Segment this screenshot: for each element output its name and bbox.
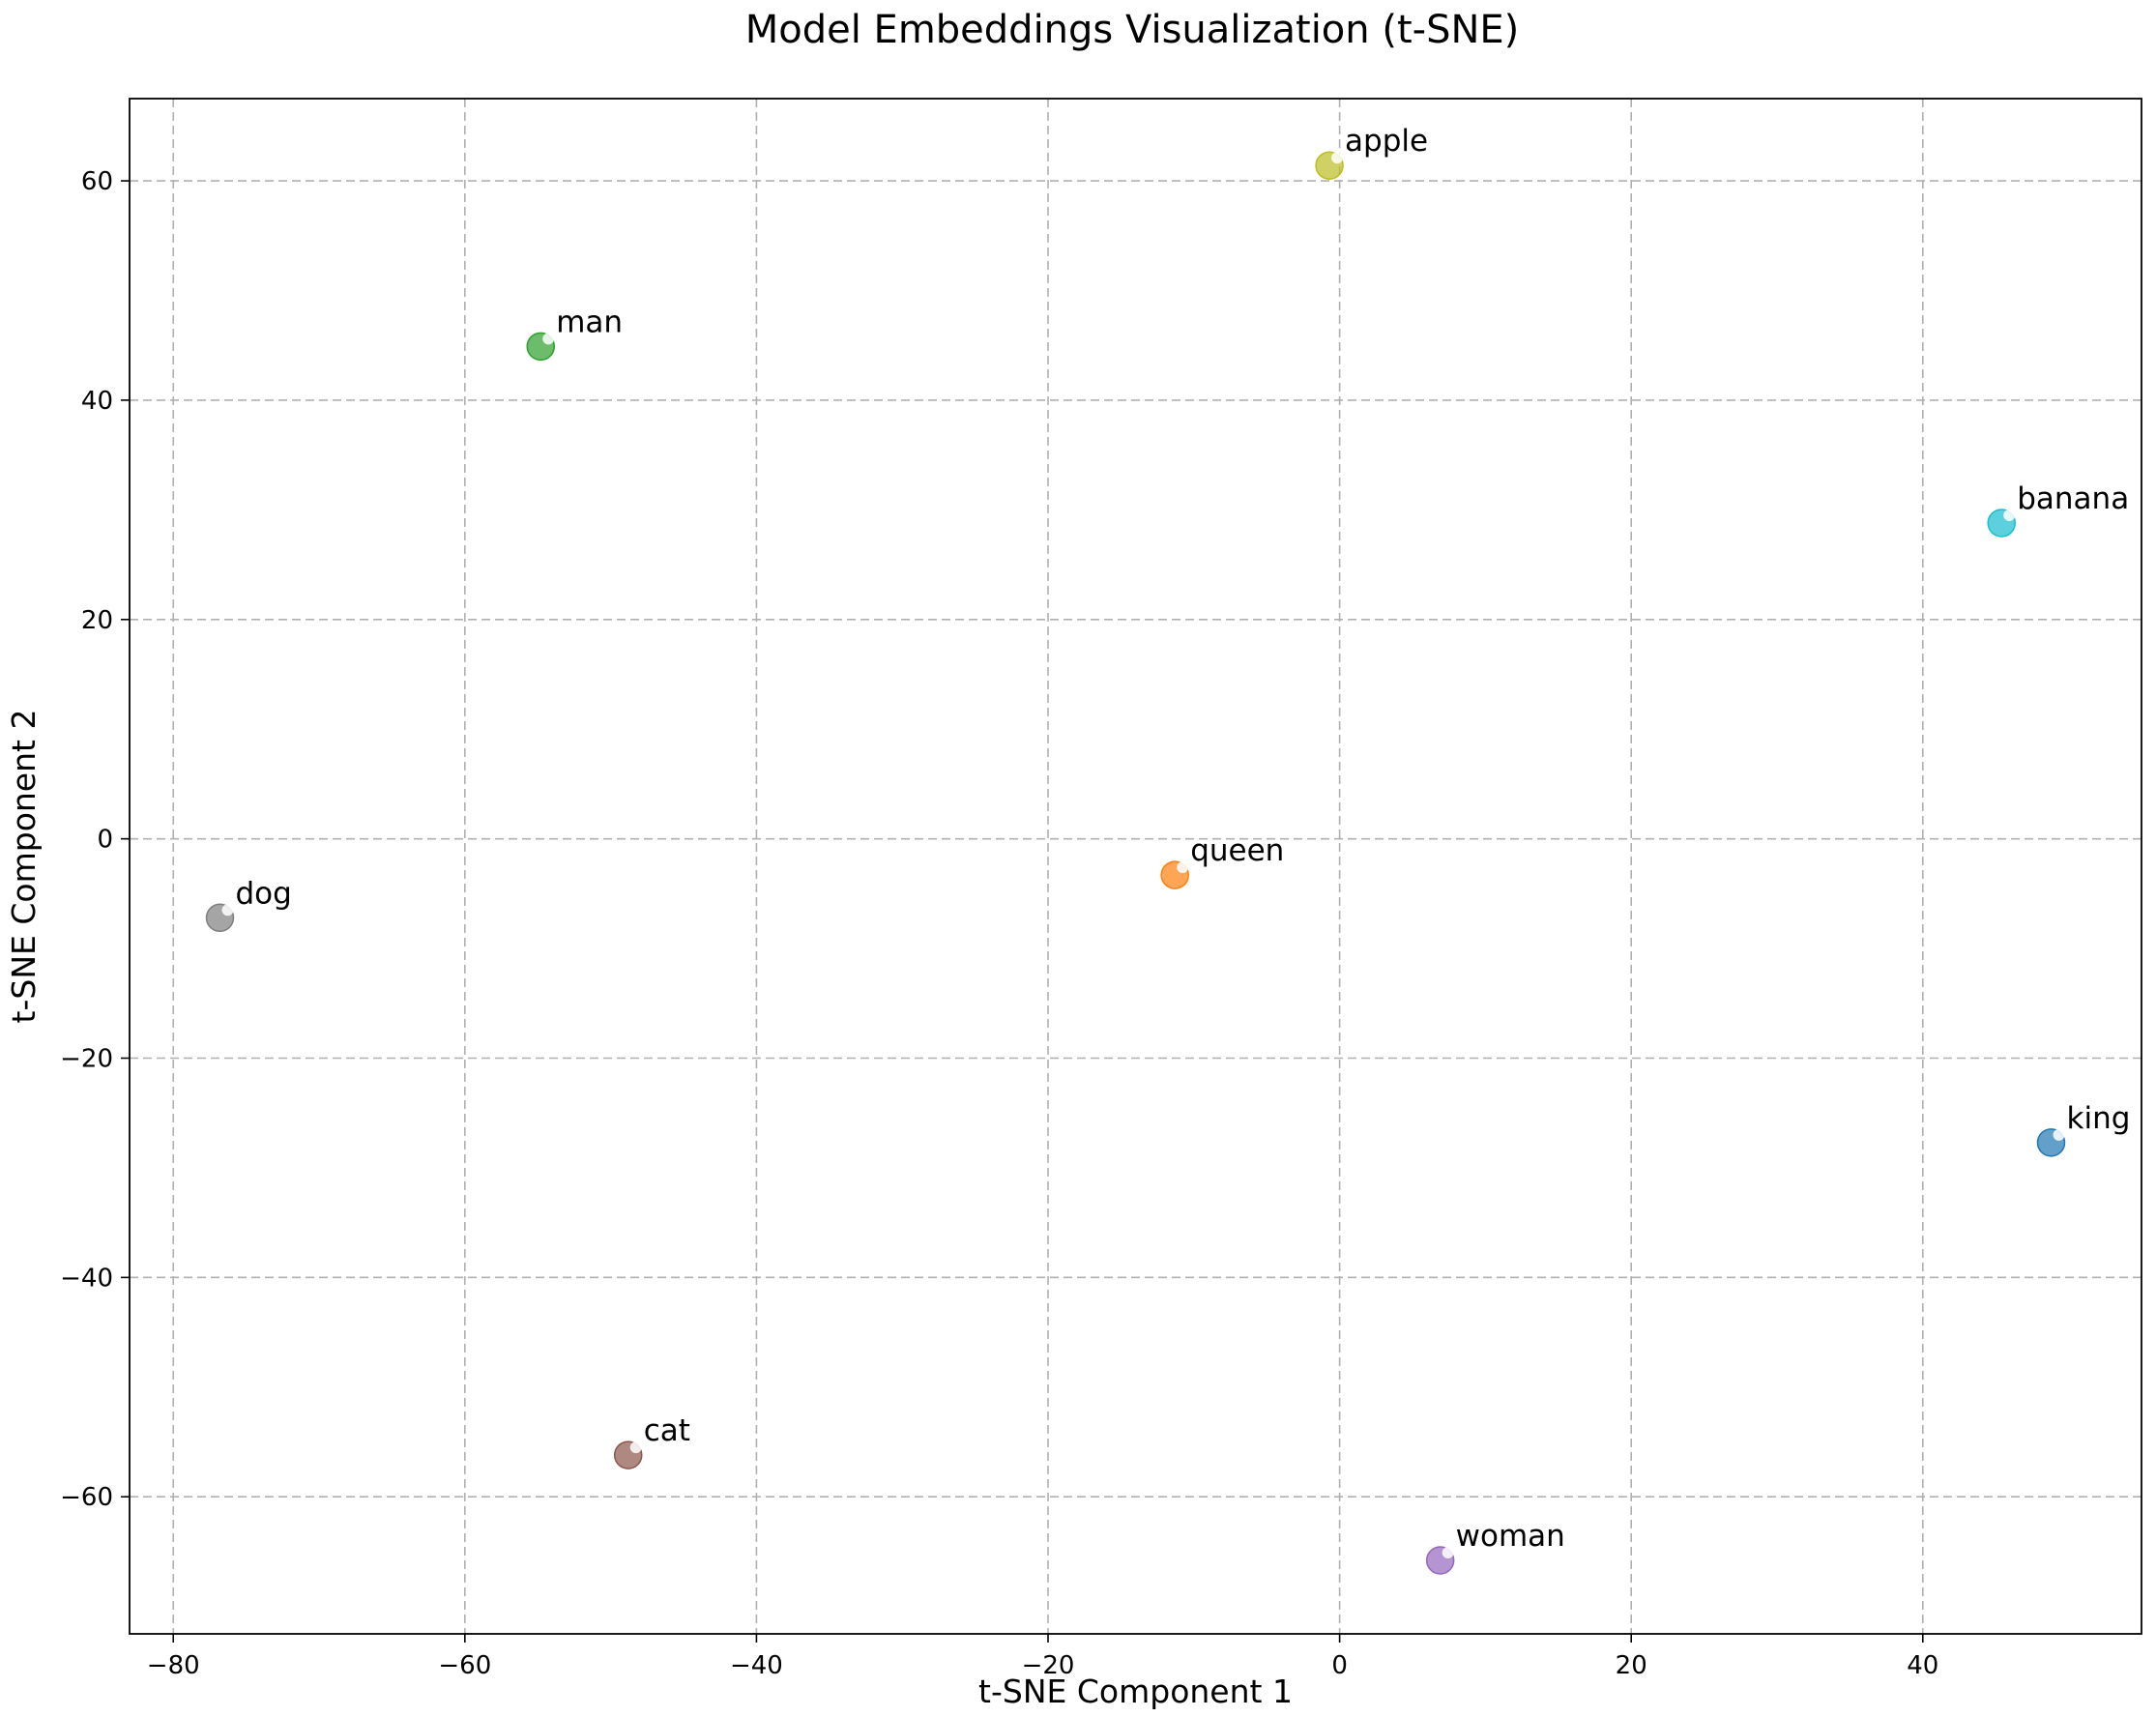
chart-title: Model Embeddings Visualization (t-SNE) bbox=[745, 8, 1520, 52]
grid-lines bbox=[130, 99, 2141, 1634]
point-highlight bbox=[221, 904, 234, 917]
y-tick-label: −60 bbox=[60, 1483, 113, 1512]
x-tick-label: 20 bbox=[1616, 1651, 1647, 1680]
point-label-cat: cat bbox=[644, 1413, 690, 1448]
point-highlight bbox=[1331, 152, 1344, 164]
point-label-queen: queen bbox=[1190, 833, 1284, 868]
point-label-man: man bbox=[556, 305, 623, 339]
y-tick-label: 60 bbox=[81, 167, 113, 196]
point-highlight bbox=[2003, 509, 2016, 521]
point-highlight bbox=[1442, 1547, 1454, 1559]
y-tick-label: 40 bbox=[81, 387, 113, 416]
point-label-king: king bbox=[2067, 1101, 2131, 1136]
point-label-banana: banana bbox=[2017, 481, 2129, 516]
x-axis-ticks: −80 −60 −40 −20 0 20 40 bbox=[147, 1634, 1938, 1680]
y-axis-ticks: −60 −40 −20 0 20 40 60 bbox=[60, 167, 130, 1512]
y-tick-label: 20 bbox=[81, 606, 113, 635]
x-tick-label: −80 bbox=[147, 1651, 200, 1680]
point-highlight bbox=[1177, 861, 1189, 874]
x-tick-label: −20 bbox=[1022, 1651, 1075, 1680]
x-tick-label: −40 bbox=[730, 1651, 783, 1680]
point-label-apple: apple bbox=[1345, 124, 1428, 159]
x-tick-label: 0 bbox=[1331, 1651, 1348, 1680]
y-tick-label: −20 bbox=[60, 1045, 113, 1074]
y-tick-label: −40 bbox=[60, 1264, 113, 1293]
x-axis-label: t-SNE Component 1 bbox=[978, 1673, 1293, 1710]
point-label-dog: dog bbox=[235, 876, 291, 911]
point-highlight bbox=[542, 333, 555, 345]
plot-frame bbox=[129, 98, 2142, 1635]
y-tick-label: 0 bbox=[97, 826, 113, 855]
point-highlight bbox=[629, 1441, 642, 1454]
x-tick-label: −60 bbox=[438, 1651, 491, 1680]
point-highlight bbox=[2053, 1128, 2065, 1141]
point-label-woman: woman bbox=[1456, 1519, 1565, 1554]
data-points: king queen man woman cat dog apple banana bbox=[205, 124, 2131, 1575]
y-axis-label: t-SNE Component 2 bbox=[5, 710, 43, 1024]
x-tick-label: 40 bbox=[1907, 1651, 1938, 1680]
